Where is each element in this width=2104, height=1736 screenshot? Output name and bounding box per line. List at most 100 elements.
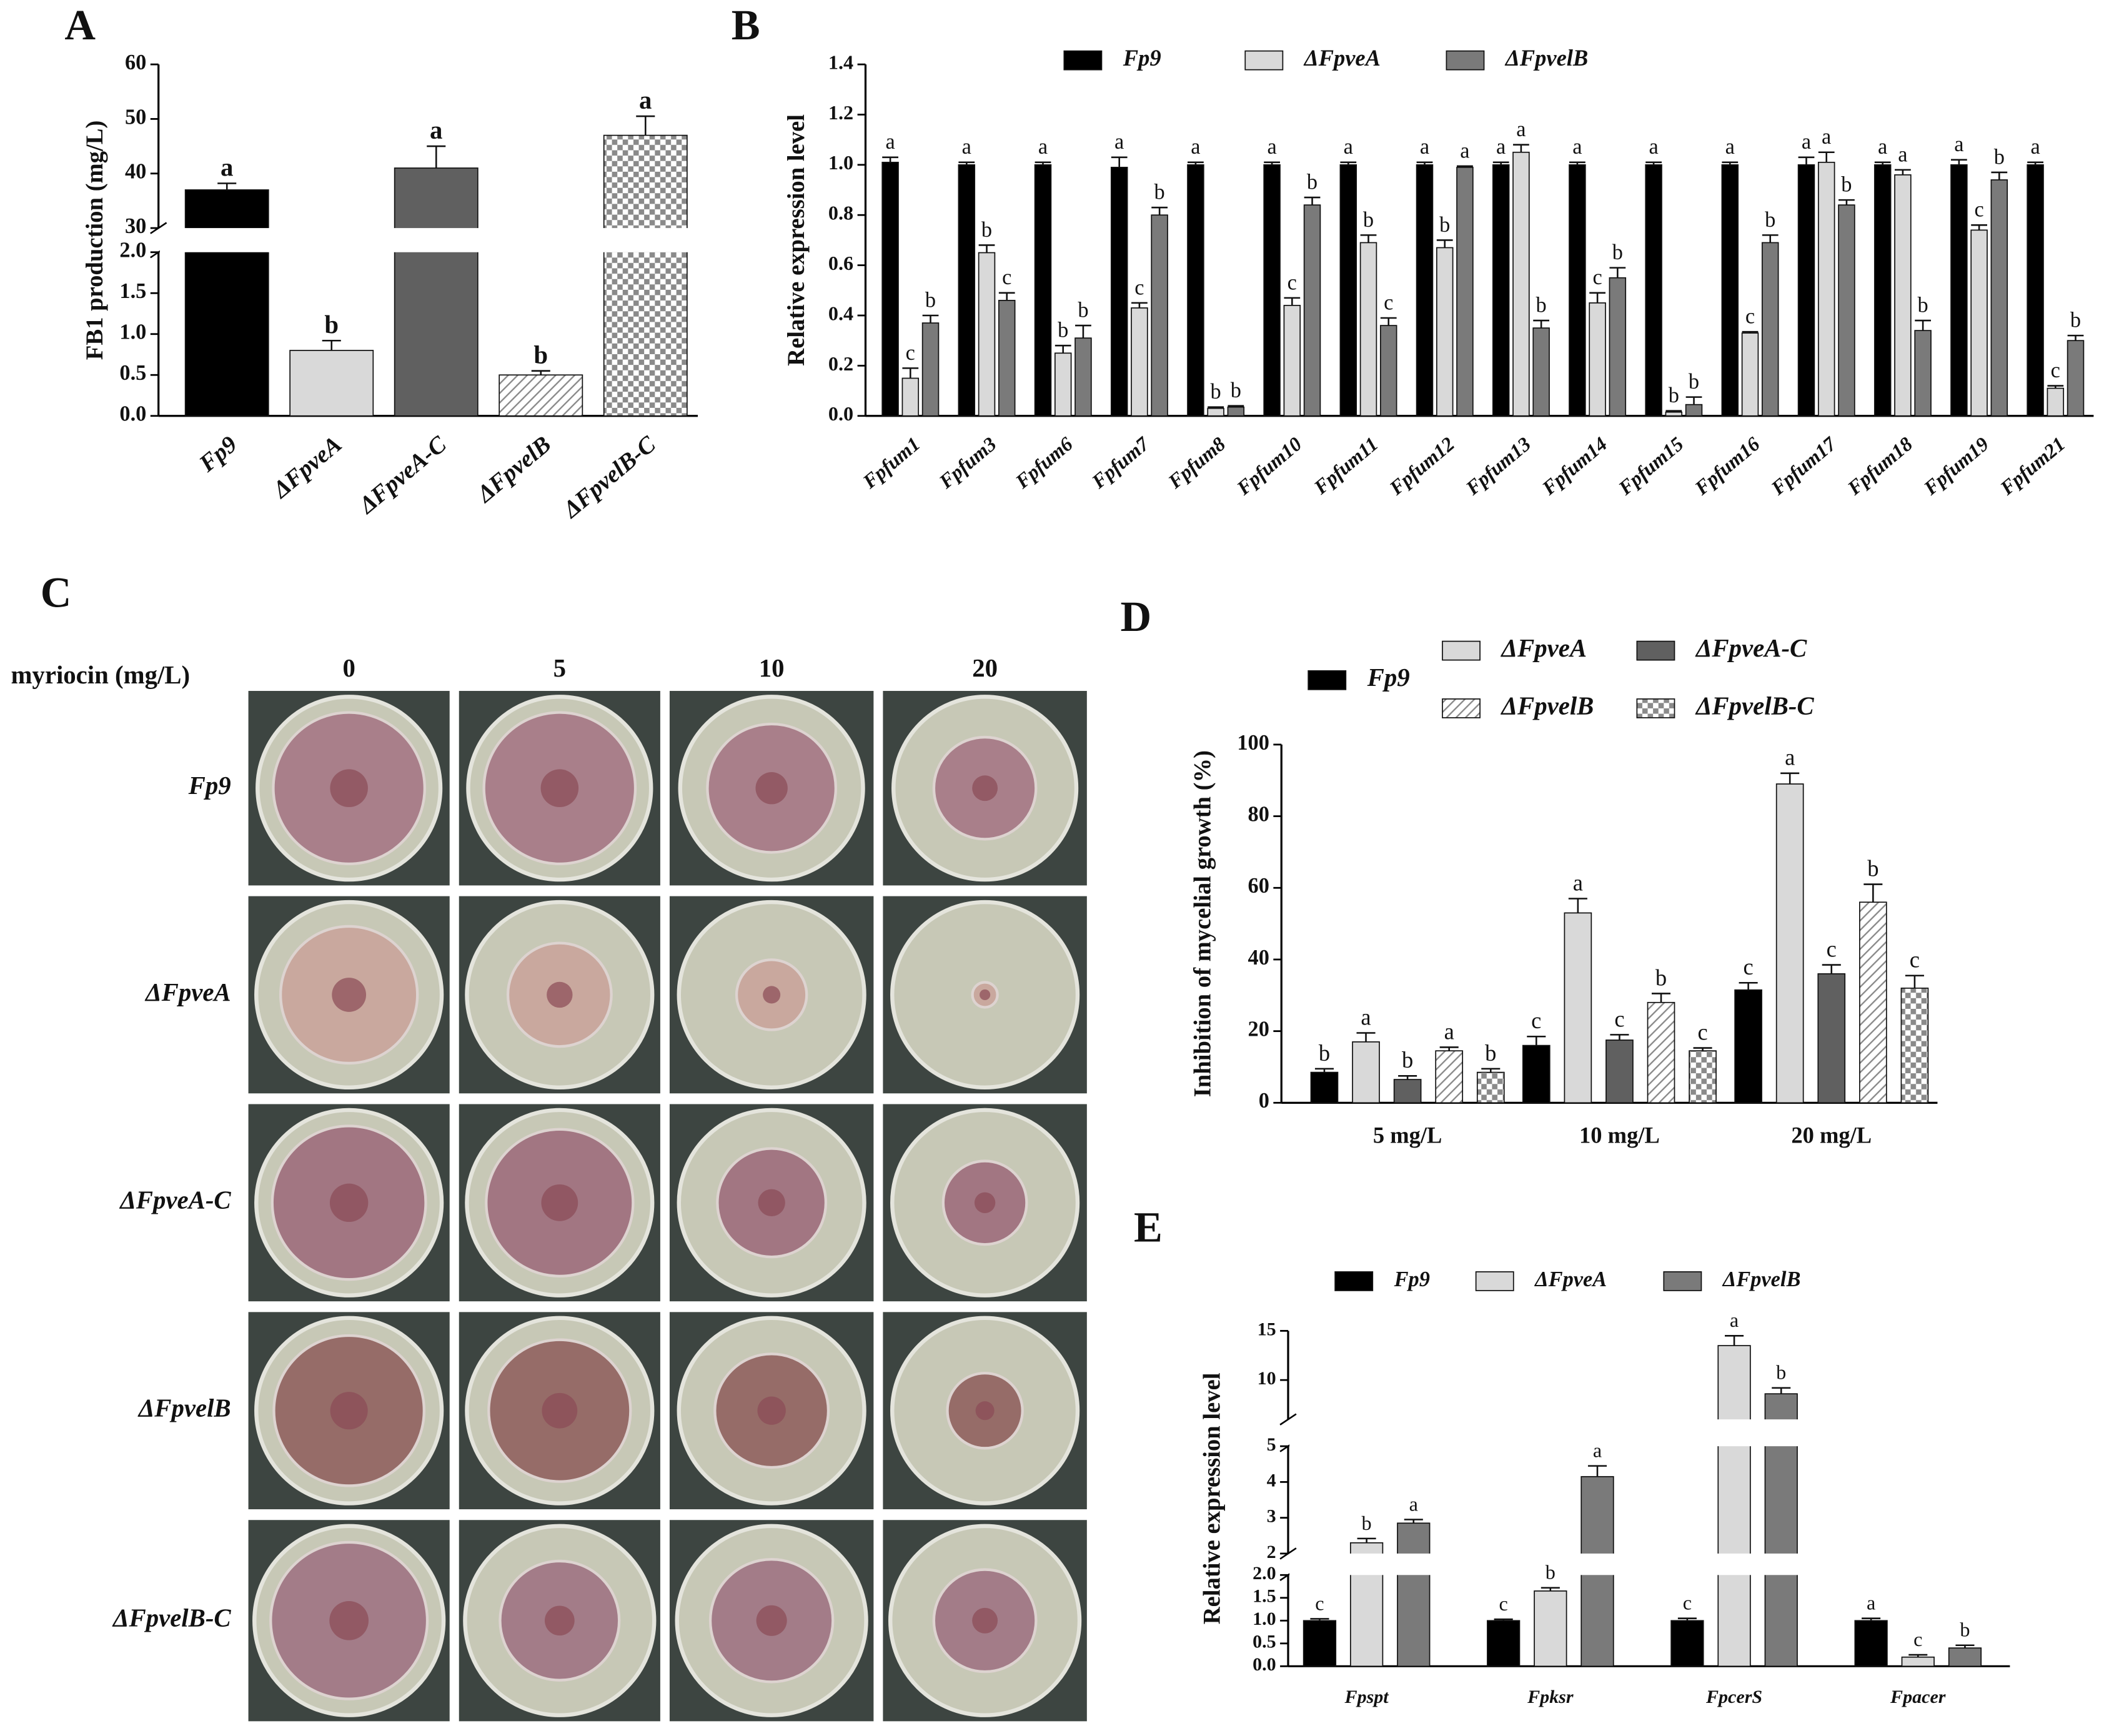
bar [1512, 151, 1530, 417]
error-bar [1739, 981, 1758, 990]
error-bar [1151, 206, 1168, 216]
colony-center [975, 1401, 995, 1421]
bar [901, 377, 920, 417]
legend-swatch [1442, 698, 1481, 718]
bar [1741, 332, 1759, 417]
bar [1110, 167, 1128, 417]
bar [394, 167, 479, 417]
panel-letter: B [732, 1, 760, 49]
error-bar [1685, 396, 1702, 405]
y-tick-label: 2.0 [1253, 1562, 1276, 1584]
x-tick-label: Fpfum3 [934, 432, 1000, 493]
y-tick-label: 3 [1267, 1505, 1276, 1527]
column-label: 5 [553, 654, 566, 682]
error-bar [1457, 165, 1473, 167]
error-bar [531, 370, 550, 375]
y-tick-label: 10 [1258, 1367, 1276, 1389]
bar [1589, 302, 1606, 417]
significance-letter: c [1315, 1592, 1324, 1614]
error-bar [1284, 297, 1301, 305]
error-bar [1314, 1068, 1334, 1073]
legend-swatch [1063, 50, 1103, 71]
colony-center [972, 775, 998, 801]
error-bar [1533, 319, 1550, 329]
bar [1436, 247, 1454, 417]
significance-letter: a [1898, 142, 1907, 166]
bar [1054, 352, 1072, 417]
significance-letter: b [1439, 213, 1450, 237]
y-tick-label: 1.4 [828, 51, 853, 73]
significance-letter: c [906, 341, 915, 365]
significance-letter: a [1725, 135, 1735, 159]
row-label: ΔFpvelB [137, 1394, 231, 1422]
colony-center [763, 986, 781, 1004]
legend-label: ΔFpvelB-C [1695, 692, 1815, 720]
bar [1665, 411, 1683, 417]
legend-swatch [1244, 50, 1284, 71]
significance-letter: c [1974, 198, 1983, 222]
bar [1717, 1345, 1751, 1667]
error-bar [1356, 1032, 1376, 1042]
y-tick-label: 0.5 [1253, 1631, 1276, 1652]
significance-letter: a [1785, 745, 1795, 770]
bar [1310, 1071, 1339, 1104]
bar [1854, 1620, 1888, 1667]
error-bar [427, 145, 446, 169]
error-bar [1651, 993, 1671, 1003]
bar [1187, 164, 1204, 417]
bar [1609, 277, 1627, 417]
significance-letter: a [1954, 132, 1963, 156]
error-bar [1971, 224, 1987, 231]
significance-letter: a [1191, 135, 1200, 159]
bar [1797, 164, 1815, 417]
error-bar [1818, 151, 1835, 162]
error-bar [1908, 1654, 1928, 1657]
error-bar [1131, 302, 1148, 308]
error-bar [1609, 267, 1626, 278]
x-tick-label: FpcerS [1705, 1686, 1762, 1707]
legend-swatch [1442, 640, 1481, 661]
significance-letter: a [2030, 135, 2040, 159]
bar [921, 322, 940, 417]
legend-swatch [1446, 50, 1485, 71]
y-tick-label: 0.0 [119, 402, 146, 426]
bar [1435, 1050, 1464, 1104]
bar [1894, 174, 1912, 417]
error-bar [1677, 1617, 1697, 1621]
error-bar [1742, 330, 1759, 334]
bar [1522, 1044, 1551, 1104]
colony-center [758, 1189, 785, 1217]
legend-label: ΔFpveA [1500, 634, 1587, 662]
significance-letter: a [1409, 1492, 1418, 1515]
row-label: ΔFpvelB-C [112, 1604, 232, 1632]
error-bar [1360, 234, 1377, 243]
error-bar [1404, 1519, 1423, 1524]
significance-letter: a [962, 135, 971, 159]
bar [1970, 229, 1988, 417]
bar [1263, 164, 1281, 417]
bar [1359, 242, 1377, 417]
bar [2027, 164, 2044, 417]
error-bar [2027, 161, 2043, 165]
significance-letter: a [1867, 1592, 1875, 1614]
significance-letter: b [1078, 298, 1088, 322]
significance-letter: c [1499, 1592, 1508, 1615]
bar [2047, 387, 2065, 417]
significance-letter: b [1485, 1040, 1496, 1066]
x-tick-label: 5 mg/L [1373, 1123, 1442, 1148]
x-tick-label: Fpfum21 [1995, 432, 2069, 500]
x-tick-label: Fpfum7 [1087, 432, 1154, 493]
significance-letter: a [1444, 1018, 1454, 1044]
colony-center [757, 1396, 786, 1425]
legend-swatch [1636, 640, 1675, 661]
row-label: ΔFpveA-C [119, 1186, 231, 1214]
bar [1131, 307, 1148, 417]
bar [1605, 1039, 1634, 1104]
significance-letter: b [1867, 855, 1878, 881]
error-bar [1481, 1068, 1501, 1073]
y-axis-title: Relative expression level [783, 114, 810, 366]
error-bar [1665, 410, 1682, 412]
column-label: 10 [759, 654, 785, 682]
error-bar [1541, 1587, 1560, 1591]
bar [1207, 407, 1224, 417]
